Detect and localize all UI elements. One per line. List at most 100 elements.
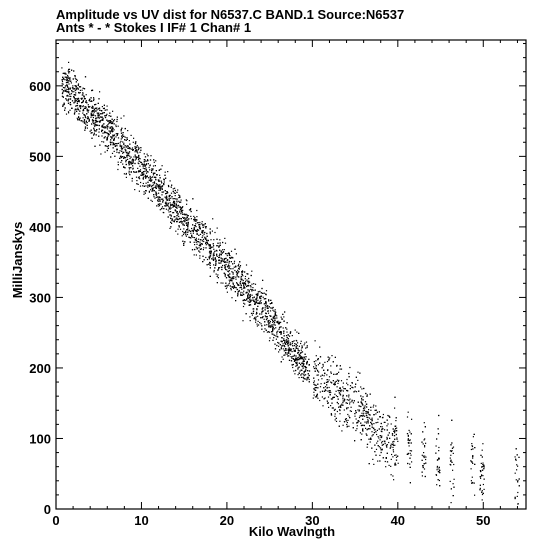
data-point	[342, 386, 344, 388]
data-point	[151, 171, 153, 173]
data-point	[91, 105, 94, 107]
data-point	[75, 81, 77, 83]
data-point	[228, 269, 230, 272]
data-point	[357, 371, 359, 373]
data-point	[204, 238, 206, 240]
data-point	[306, 362, 308, 364]
data-point	[141, 163, 143, 165]
data-point	[134, 159, 136, 161]
data-point	[172, 204, 174, 206]
data-point	[354, 390, 356, 392]
data-point	[273, 317, 275, 319]
data-point	[295, 343, 297, 345]
data-point	[174, 219, 176, 221]
data-point	[190, 215, 192, 217]
data-point	[206, 232, 208, 235]
data-point	[137, 146, 139, 148]
data-point	[224, 285, 226, 287]
data-point	[280, 361, 282, 363]
data-point	[289, 353, 291, 355]
data-point	[378, 446, 380, 448]
data-point	[322, 365, 324, 367]
data-point	[264, 324, 266, 326]
data-point	[279, 321, 281, 323]
data-point	[239, 265, 242, 267]
data-point	[245, 284, 247, 286]
data-point	[113, 143, 115, 145]
data-point	[78, 86, 81, 88]
data-point	[278, 322, 280, 324]
data-point	[337, 403, 339, 405]
data-point	[97, 117, 99, 119]
data-point	[291, 351, 293, 353]
data-point	[72, 78, 74, 80]
data-point	[292, 358, 294, 360]
data-point	[212, 255, 214, 257]
data-point	[125, 173, 127, 175]
data-point	[390, 458, 392, 460]
data-point	[224, 261, 226, 263]
data-point	[302, 362, 304, 364]
data-point	[176, 206, 178, 209]
data-point	[294, 343, 296, 345]
data-point	[337, 398, 339, 400]
data-point	[124, 157, 126, 159]
data-point	[161, 206, 164, 208]
data-point	[112, 144, 114, 146]
data-point	[232, 271, 234, 274]
data-point	[112, 121, 114, 123]
data-point	[107, 124, 109, 126]
data-point	[323, 382, 326, 384]
data-point	[249, 301, 251, 303]
data-point	[158, 197, 160, 199]
data-point	[104, 130, 106, 133]
data-point	[481, 490, 483, 492]
data-point	[101, 141, 103, 143]
data-point	[132, 160, 134, 162]
data-point	[174, 195, 176, 197]
data-point	[131, 148, 133, 150]
data-point	[150, 199, 152, 201]
data-point	[391, 433, 394, 435]
data-point	[67, 81, 69, 83]
data-point	[146, 171, 148, 173]
data-point	[144, 174, 147, 176]
data-point	[185, 219, 188, 221]
data-point	[110, 121, 112, 123]
data-point	[324, 372, 326, 374]
data-point	[135, 156, 137, 158]
data-point	[198, 250, 200, 252]
data-point	[345, 420, 347, 422]
data-point	[228, 254, 230, 256]
data-point	[91, 119, 94, 121]
data-point	[326, 374, 328, 376]
data-point	[104, 109, 106, 111]
data-point	[116, 145, 118, 147]
data-point	[424, 445, 426, 447]
data-point	[127, 145, 129, 147]
data-point	[209, 256, 211, 258]
data-point	[237, 291, 239, 293]
data-point	[317, 387, 319, 389]
data-point	[69, 80, 71, 82]
data-point	[262, 279, 264, 281]
data-point	[174, 204, 176, 206]
data-point	[479, 476, 481, 478]
data-point	[227, 259, 229, 261]
data-point	[330, 414, 333, 416]
data-point	[153, 184, 155, 186]
data-point	[135, 157, 137, 159]
data-point	[410, 433, 412, 435]
data-point	[187, 215, 189, 217]
data-point	[184, 221, 186, 223]
data-point	[209, 264, 211, 266]
data-point	[470, 480, 472, 482]
data-point	[303, 359, 305, 361]
data-point	[237, 284, 239, 286]
data-point	[220, 254, 222, 256]
data-point	[117, 161, 119, 163]
data-point	[204, 226, 206, 228]
data-point	[364, 421, 366, 423]
data-point	[86, 108, 88, 110]
data-point	[120, 132, 123, 134]
